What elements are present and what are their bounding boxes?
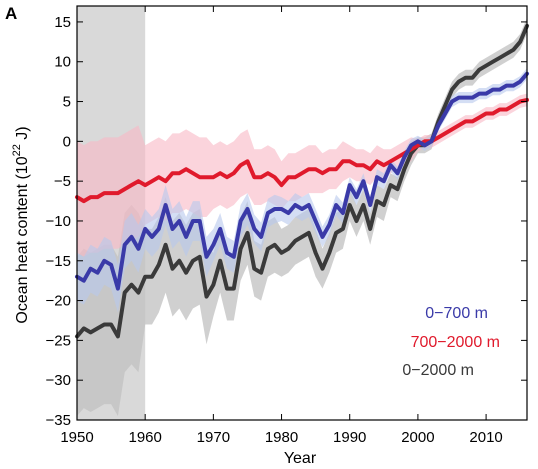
plot-frame	[76, 5, 528, 421]
y-axis-label-exponent: 22	[11, 144, 23, 156]
x-tick-label-1980: 1980	[265, 429, 298, 446]
y-tick-label-15: 15	[54, 14, 71, 31]
x-tick-label-1960: 1960	[128, 429, 161, 446]
y-tick-label-0: 0	[63, 133, 71, 150]
y-tick-label--20: −20	[46, 293, 71, 310]
panel-label: A	[5, 4, 17, 23]
y-tick-label--5: −5	[54, 173, 71, 190]
plot-frame-layer	[76, 5, 528, 421]
y-tick-label-10: 10	[54, 54, 71, 71]
y-axis-label-main: Ocean heat content (10	[14, 156, 31, 323]
y-tick-label--10: −10	[46, 213, 71, 230]
x-tick-label-2000: 2000	[401, 429, 434, 446]
x-axis-label: Year	[284, 450, 317, 467]
series-line-1	[75, 97, 529, 204]
legend: 0−700 m 700−2000 m 0−2000 m	[402, 305, 500, 379]
tick-labels-layer: 1950 1960 1970 1980 1990 2000 2010 −35 −30 −25 −20…	[46, 14, 503, 446]
x-tick-label-1970: 1970	[197, 429, 230, 446]
y-tick-label-5: 5	[63, 94, 71, 111]
tick-marks-layer	[76, 6, 527, 421]
series-line-2	[75, 23, 529, 339]
legend-label-700-2000m: 700−2000 m	[411, 334, 500, 351]
series-line-0	[75, 71, 529, 291]
series-lines-layer	[75, 23, 529, 339]
x-tick-label-1990: 1990	[333, 429, 366, 446]
x-tick-label-1950: 1950	[60, 429, 93, 446]
legend-label-0-2000m: 0−2000 m	[402, 362, 474, 379]
y-tick-label--25: −25	[46, 332, 71, 349]
y-tick-label--30: −30	[46, 372, 71, 389]
legend-label-0-700m: 0−700 m	[425, 305, 488, 322]
x-tick-label-2010: 2010	[469, 429, 502, 446]
y-tick-label--35: −35	[46, 412, 71, 429]
y-tick-label--15: −15	[46, 253, 71, 270]
y-axis-label-unit: J)	[14, 126, 31, 144]
y-axis-label: Ocean heat content (1022 J)	[11, 126, 31, 323]
